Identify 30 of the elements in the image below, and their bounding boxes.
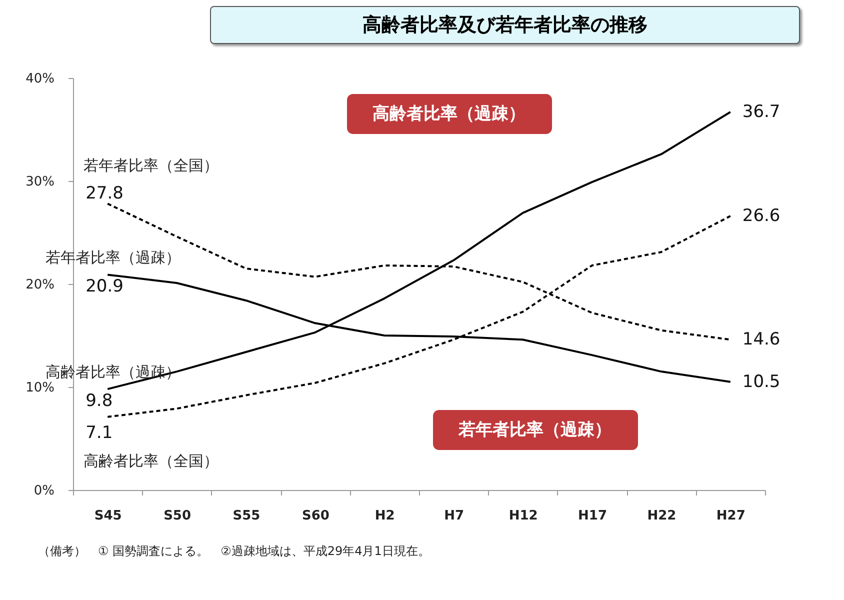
text: （備考） ① 国勢調査による。 ②過疎地域は、平成29年4月1日現在。 xyxy=(38,543,430,560)
data-label: 14.6 xyxy=(742,330,780,350)
x-tick-label: H27 xyxy=(716,508,746,524)
data-label: 10.5 xyxy=(742,372,780,392)
data-label: 26.6 xyxy=(742,206,780,226)
annotation: 高齢者比率（過疎） xyxy=(372,104,526,124)
x-tick-label: H12 xyxy=(508,508,538,524)
chart-title: 高齢者比率及び若年者比率の推移 xyxy=(210,6,800,44)
x-tick-label: S55 xyxy=(232,508,260,524)
y-tick-label: 10% xyxy=(26,380,54,396)
data-label: 27.8 xyxy=(86,184,124,204)
x-tick-label: H22 xyxy=(647,508,676,524)
text: 高齢者比率（全国） xyxy=(84,452,219,470)
y-tick-label: 30% xyxy=(26,174,54,190)
x-tick-label: H2 xyxy=(374,508,395,524)
data-label: 7.1 xyxy=(86,422,113,443)
data-label: 9.8 xyxy=(86,391,113,412)
x-tick-label: S50 xyxy=(164,508,192,524)
data-label: 20.9 xyxy=(86,276,124,297)
x-tick-label: H17 xyxy=(578,508,607,524)
y-tick-label: 20% xyxy=(26,278,54,292)
y-tick-label: 40% xyxy=(26,72,54,86)
x-tick-label: S60 xyxy=(302,508,330,524)
annotation: 若年者比率（過疎） xyxy=(458,420,612,440)
x-tick-label: H7 xyxy=(444,508,464,524)
y-tick-label: 0% xyxy=(34,484,54,498)
text: 若年者比率（全国） xyxy=(84,156,219,175)
x-tick-label: S45 xyxy=(94,508,122,524)
series-label: 若年者比率（過疎） xyxy=(46,248,181,267)
data-label: 36.7 xyxy=(742,102,780,122)
